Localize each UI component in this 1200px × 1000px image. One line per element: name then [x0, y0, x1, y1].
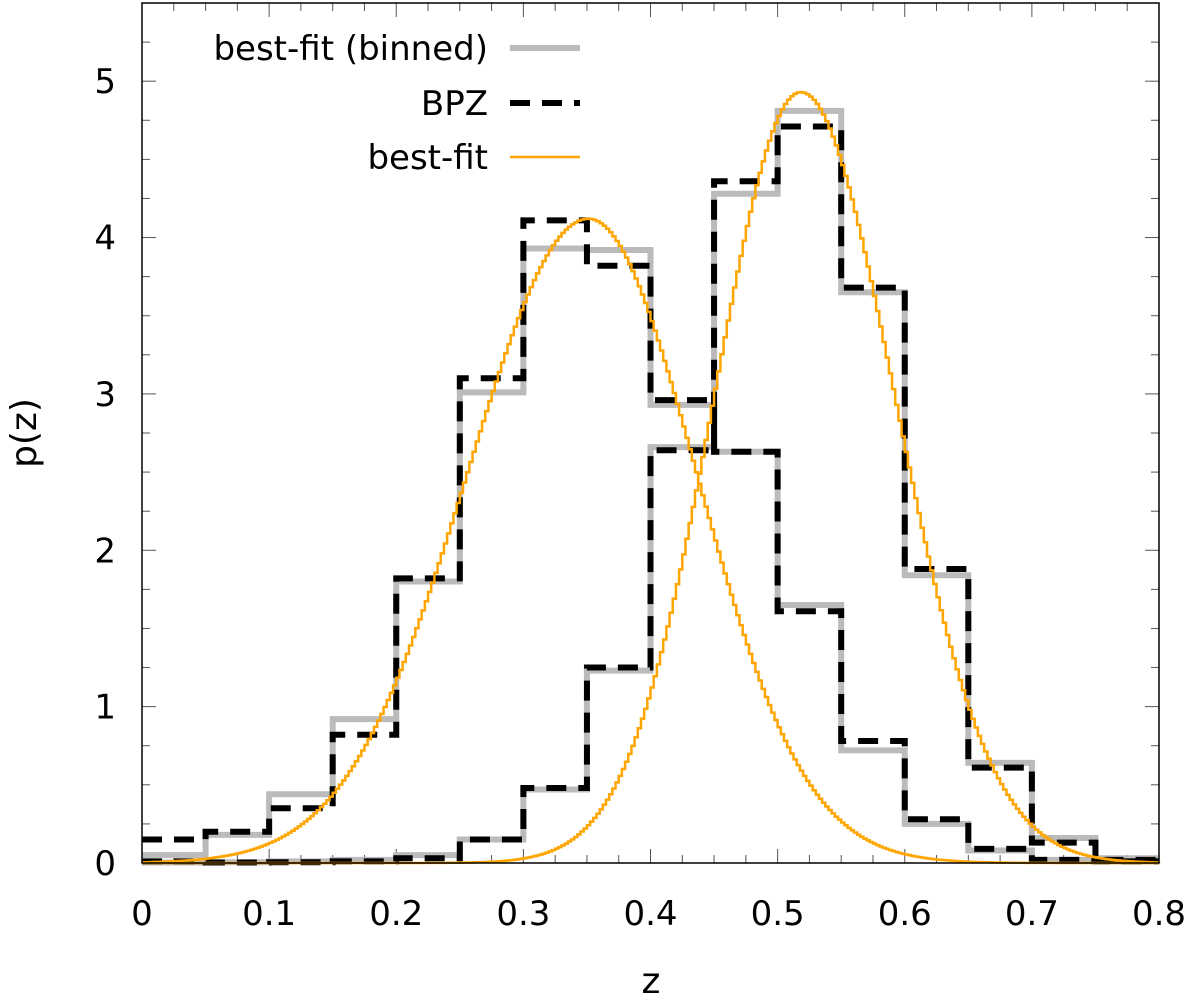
x-tick-label: 0.4 — [623, 894, 677, 934]
y-tick-label: 1 — [94, 688, 116, 728]
y-tick-label: 2 — [94, 531, 116, 571]
plot-frame — [141, 2, 1160, 864]
x-tick-label: 0.3 — [496, 894, 550, 934]
plot-area — [142, 90, 1161, 866]
x-tick-label: 0.1 — [242, 894, 296, 934]
x-tick-label: 0.7 — [1005, 894, 1059, 934]
x-tick-label: 0 — [131, 894, 153, 934]
axis-ticks — [141, 2, 1160, 864]
best-fit-binned-curve-2 — [142, 107, 1159, 866]
y-tick-label: 0 — [94, 844, 116, 884]
x-tick-label: 0.8 — [1132, 894, 1186, 934]
y-tick-label: 4 — [94, 219, 116, 259]
x-tick-label: 0.2 — [369, 894, 423, 934]
legend-label-best-fit: best-fit — [367, 138, 488, 178]
bpz-curve-2 — [142, 123, 1159, 866]
x-tick-label: 0.6 — [878, 894, 932, 934]
legend-label-bpz: BPZ — [421, 84, 488, 124]
y-tick-label: 5 — [94, 62, 116, 102]
best-fit-curve-1 — [142, 217, 1159, 865]
x-axis-label: z — [642, 961, 661, 1000]
legend: best-fit (binned) BPZ best-fit — [213, 29, 580, 178]
x-tick-label: 0.5 — [751, 894, 805, 934]
y-tick-label: 3 — [94, 375, 116, 415]
legend-label-best-fit-binned: best-fit (binned) — [213, 29, 488, 69]
tick-labels: 0 0.1 0.2 0.3 0.4 0.5 0.6 0.7 0.8 0 1 2 3 4 5 — [94, 62, 1186, 934]
y-axis-label: p(z) — [4, 398, 45, 468]
